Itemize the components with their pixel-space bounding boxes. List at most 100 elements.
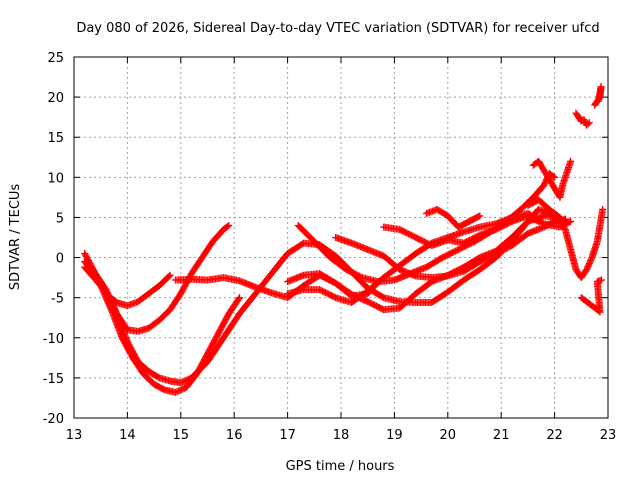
x-tick-label: 13 [66,428,83,443]
data-point [101,291,109,299]
axis-ticks: 13 14 15 16 17 18 19 20 21 22 23 -20 -15 -10 -5 0 5 10 15 2… [43,51,617,443]
data-point [533,217,541,225]
data-point [596,277,604,285]
data-point [377,292,385,300]
data-point [314,286,322,294]
data-point [580,296,588,304]
data-point [207,240,215,248]
x-tick-label: 23 [600,428,617,443]
series-track-4 [81,263,244,396]
series-track-12 [524,196,607,282]
data-point [100,289,108,297]
x-tick-label: 17 [279,428,296,443]
data-point [475,213,483,221]
data-point [553,211,561,219]
data-point [489,251,497,259]
data-point [516,206,524,214]
x-tick-label: 16 [226,428,243,443]
y-tick-label: 20 [47,91,64,106]
series-track-11 [422,205,484,231]
data-point [165,377,173,385]
data-point [153,284,161,292]
data-point [598,207,606,215]
data-point [250,292,258,300]
data-point [196,256,204,264]
data-point [101,292,109,300]
data-point [425,279,433,287]
data-point [584,263,592,271]
data-point [355,272,363,280]
x-tick-label: 19 [386,428,403,443]
data-point [106,303,114,311]
chart-title: Day 080 of 2026, Sidereal Day-to-day VTE… [76,21,599,36]
data-point [586,258,594,266]
data-point [522,220,530,228]
series-track-15 [591,83,605,109]
data-point [175,387,183,395]
data-point [153,372,161,380]
data-point [560,222,568,230]
data-point [234,276,242,284]
series-track-16 [577,276,606,316]
data-point [581,268,589,276]
data-point [176,386,184,394]
data-point [361,282,369,290]
data-point [218,336,226,344]
data-point [565,218,573,226]
data-point [558,183,566,191]
y-tick-label: -20 [43,412,64,427]
data-point [104,298,112,306]
data-point [217,228,225,236]
data-point [181,377,189,385]
data-point [566,244,574,252]
x-tick-label: 15 [173,428,190,443]
data-point [127,351,135,359]
data-point [473,267,481,275]
data-point [584,120,592,128]
y-tick-label: 5 [56,211,64,226]
data-point [158,385,166,393]
x-axis-label: GPS time / hours [286,459,395,474]
data-point [340,264,348,272]
data-point [361,289,369,297]
data-point [178,378,186,386]
data-points [81,83,607,396]
data-point [266,288,274,296]
data-point [105,301,113,309]
data-point [573,110,581,118]
data-point [585,300,593,308]
data-point [532,216,540,224]
data-point [557,216,565,224]
data-point [357,273,365,281]
data-point [452,221,460,229]
data-point [329,292,337,300]
data-point [98,285,106,293]
data-point [441,290,449,298]
data-point [179,385,187,393]
x-tick-label: 22 [546,428,563,443]
data-point [593,239,601,247]
data-point [541,180,549,188]
data-point [164,274,172,282]
series-track-14 [572,109,593,129]
x-tick-label: 20 [440,428,457,443]
data-point [583,264,591,272]
data-point [559,219,567,227]
data-point [458,228,466,236]
data-point [202,353,210,361]
series-track-13 [529,157,575,201]
data-point [191,372,199,380]
data-point [138,367,146,375]
data-point [234,312,242,320]
data-point [153,318,161,326]
data-point [393,263,401,271]
data-point [180,377,188,385]
data-point [213,333,221,341]
data-point [165,272,173,280]
data-point [585,261,593,269]
data-point [409,292,417,300]
data-point [330,293,338,301]
series-track-9 [332,215,564,282]
data-point [505,219,513,227]
y-tick-label: -15 [43,372,64,387]
